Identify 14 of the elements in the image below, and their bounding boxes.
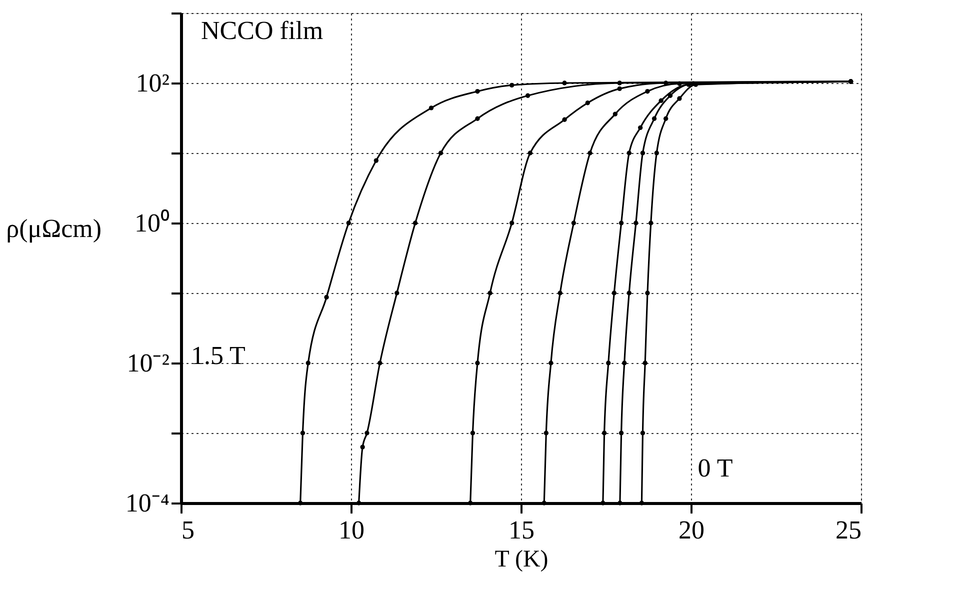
y-tick-label: 10⁰: [134, 208, 170, 238]
y-tick-label: 10⁻²: [126, 348, 170, 378]
annotation: 1.5 T: [191, 341, 246, 370]
x-tick-label: 10: [338, 516, 364, 544]
annotation: 0 T: [698, 454, 733, 483]
annotation: NCCO film: [201, 16, 324, 45]
y-axis-title: ρ(μΩcm): [6, 214, 102, 244]
x-tick-label: 15: [508, 516, 534, 544]
x-axis-title: T (K): [494, 546, 548, 572]
x-tick-label: 5: [182, 516, 194, 544]
y-tick-label: 10²: [136, 68, 170, 98]
x-tick-label: 25: [836, 516, 862, 544]
x-tick-label: 20: [678, 516, 704, 544]
y-tick-label: 10⁻⁴: [125, 488, 170, 518]
